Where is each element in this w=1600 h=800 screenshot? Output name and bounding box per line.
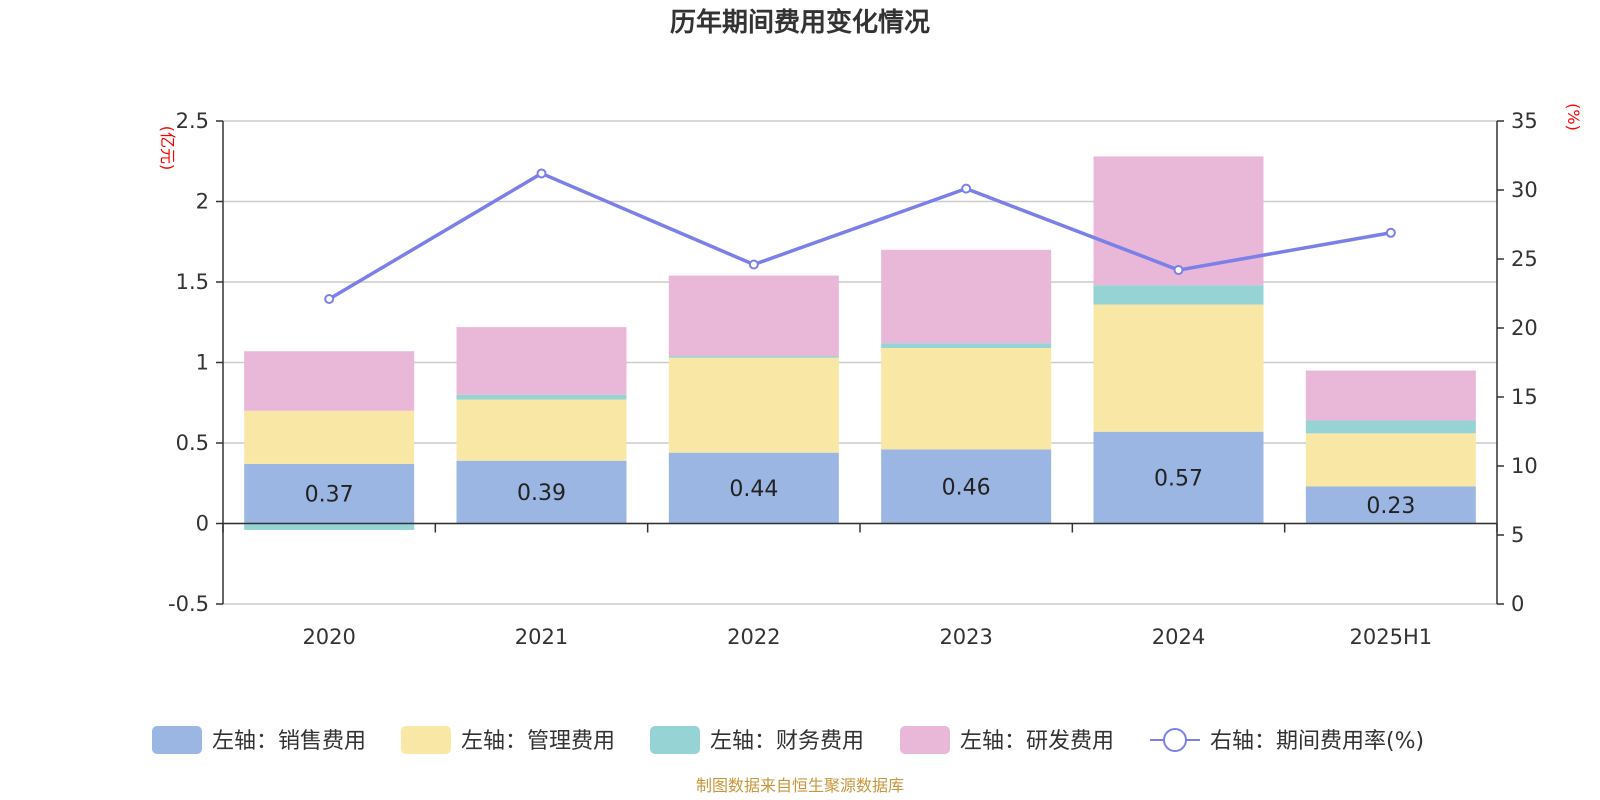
bar-2-2024 xyxy=(1093,285,1264,305)
left-tick-label: 0.5 xyxy=(176,431,209,455)
bar-0-2020 xyxy=(244,463,415,524)
legend-item: 左轴：财务费用 xyxy=(650,726,864,754)
rate-point xyxy=(536,168,547,179)
x-tick-label: 2020 xyxy=(302,625,355,649)
bar-3-2022 xyxy=(668,275,839,357)
legend-label: 右轴：期间费用率(%) xyxy=(1210,729,1424,754)
left-tick-label: 2 xyxy=(196,190,209,214)
bar-2-2023 xyxy=(881,343,1052,349)
rate-point xyxy=(1385,227,1396,238)
bar-3-2023 xyxy=(881,249,1052,344)
right-tick-label: 15 xyxy=(1511,385,1538,409)
legend-marker xyxy=(1163,728,1187,752)
bar-0-2025H1 xyxy=(1305,486,1476,524)
left-tick-label: 0 xyxy=(196,512,209,536)
chart-title: 历年期间费用变化情况 xyxy=(670,7,930,38)
legend-label: 左轴：管理费用 xyxy=(461,729,615,754)
bar-3-2021 xyxy=(456,327,627,395)
bar-2-2025H1 xyxy=(1305,420,1476,434)
x-tick-label: 2022 xyxy=(727,625,780,649)
bar-3-2020 xyxy=(244,351,415,411)
legend: 左轴：销售费用 左轴：管理费用 左轴：财务费用 左轴：研发费用 右轴：期间费用率(%) xyxy=(152,726,1424,754)
legend-item: 左轴：销售费用 xyxy=(152,726,366,754)
legend-item: 右轴：期间费用率(%) xyxy=(1150,728,1424,754)
bar-value-label: 0.57 xyxy=(1154,467,1203,492)
legend-item: 左轴：管理费用 xyxy=(401,726,615,754)
left-tick-label: -0.5 xyxy=(168,592,209,616)
bar-0-2023 xyxy=(881,449,1052,524)
right-axis-unit: (%) xyxy=(1564,103,1583,131)
source-note: 制图数据来自恒生聚源数据库 xyxy=(696,776,904,795)
bar-0-2021 xyxy=(456,460,627,524)
right-tick-label: 10 xyxy=(1511,454,1538,478)
data-labels: 0.37 0.39 0.44 0.46 0.57 0.23 xyxy=(305,467,1416,519)
rate-point xyxy=(324,294,335,305)
bar-0-2024 xyxy=(1093,431,1264,524)
x-tick-label: 2021 xyxy=(515,625,568,649)
rate-point xyxy=(748,259,759,270)
right-tick-label: 30 xyxy=(1511,178,1538,202)
legend-label: 左轴：财务费用 xyxy=(710,729,864,754)
bar-value-label: 0.39 xyxy=(517,481,566,506)
x-tick-label: 2024 xyxy=(1152,625,1205,649)
axes: 2.5 2 1.5 1 0.5 0 -0.5 35 30 25 20 15 10 5 0 2020 2021 20… xyxy=(168,109,1538,649)
rate-point xyxy=(961,183,972,194)
right-tick-label: 0 xyxy=(1511,592,1524,616)
x-tick-label: 2023 xyxy=(939,625,992,649)
legend-swatch xyxy=(900,726,950,754)
bar-value-label: 0.23 xyxy=(1366,494,1415,519)
bar-value-label: 0.46 xyxy=(942,475,991,500)
legend-label: 左轴：研发费用 xyxy=(960,729,1114,754)
left-tick-label: 1 xyxy=(196,351,209,375)
left-tick-label: 2.5 xyxy=(176,109,209,133)
x-tick-label: 2025H1 xyxy=(1350,625,1433,649)
left-tick-label: 1.5 xyxy=(176,270,209,294)
bar-1-2021 xyxy=(456,399,627,461)
bar-1-2020 xyxy=(244,410,415,464)
right-tick-label: 25 xyxy=(1511,247,1538,271)
bar-1-2025H1 xyxy=(1305,433,1476,487)
bar-1-2022 xyxy=(668,357,839,453)
bars xyxy=(244,156,1476,530)
bar-1-2023 xyxy=(881,348,1052,450)
legend-swatch xyxy=(401,726,451,754)
bar-3-2025H1 xyxy=(1305,370,1476,421)
rate-point xyxy=(1173,265,1184,276)
bar-value-label: 0.44 xyxy=(729,477,778,502)
legend-swatch xyxy=(152,726,202,754)
right-tick-label: 20 xyxy=(1511,316,1538,340)
legend-label: 左轴：销售费用 xyxy=(212,729,366,754)
bar-2-2020 xyxy=(244,523,415,530)
bar-0-2022 xyxy=(668,452,839,524)
bar-2-2021 xyxy=(456,394,627,400)
right-tick-label: 5 xyxy=(1511,523,1524,547)
bar-2-2022 xyxy=(668,356,839,358)
rate-polyline xyxy=(328,171,1392,301)
right-tick-label: 35 xyxy=(1511,109,1538,133)
bar-value-label: 0.37 xyxy=(305,483,354,508)
legend-swatch xyxy=(650,726,700,754)
bar-3-2024 xyxy=(1093,156,1264,286)
bar-1-2024 xyxy=(1093,304,1264,432)
rate-line xyxy=(324,168,1396,305)
left-axis-unit: (亿元) xyxy=(158,126,177,171)
legend-item: 左轴：研发费用 xyxy=(900,726,1114,754)
